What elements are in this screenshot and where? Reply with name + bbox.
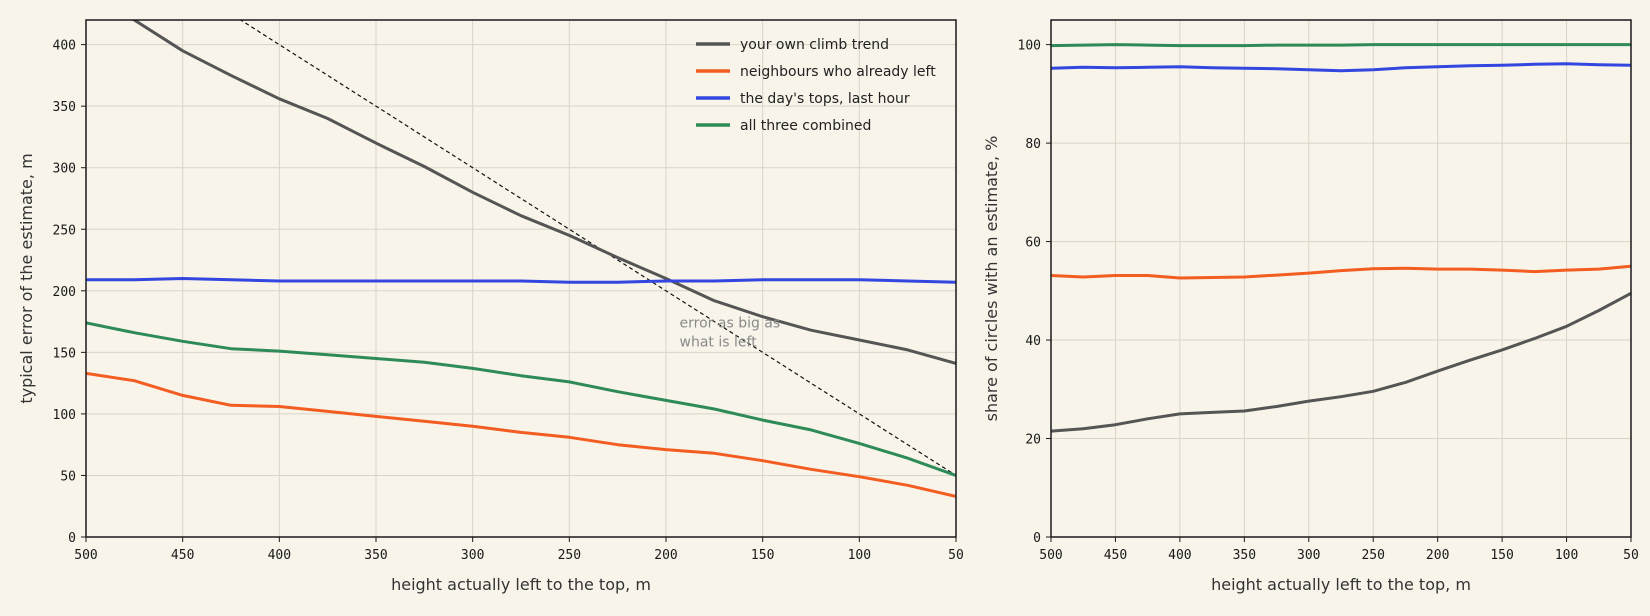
y-tick-label: 150	[53, 346, 76, 361]
legend-label-combined: all three combined	[740, 118, 871, 134]
annotation-line: what is left	[680, 335, 758, 351]
y-tick-label: 400	[53, 39, 76, 54]
coverage-chart-frame	[1050, 19, 1632, 538]
legend: your own climb trend neighbours who alrea…	[696, 37, 936, 134]
x-tick-label: 250	[1361, 548, 1384, 563]
series-line-own	[1051, 291, 1631, 433]
coverage-chart-panel: 500 450 400 350 300 250 200 150 100 5002040608010…	[982, 19, 1639, 594]
y-tick-label: 50	[60, 469, 76, 484]
coverage-chart-ticks: 500 450 400 350 300 250 200 150 100 5002040608010…	[1018, 39, 1639, 563]
x-tick-label: 300	[1297, 548, 1320, 563]
x-tick-label: 350	[1233, 548, 1256, 563]
series-line-tops	[1051, 62, 1631, 73]
y-tick-label: 350	[53, 100, 76, 115]
series-line-neighbours	[1051, 264, 1631, 280]
y-tick-label: 20	[1025, 433, 1041, 448]
series-line-neighbours	[86, 371, 956, 498]
y-tick-label: 100	[53, 408, 76, 423]
x-tick-label: 500	[74, 548, 97, 563]
y-tick-label: 0	[68, 531, 76, 546]
error-chart-x-label: height actually left to the top, m	[391, 575, 651, 594]
series-line-combined	[86, 321, 956, 477]
x-tick-label: 400	[1168, 548, 1191, 563]
x-tick-label: 100	[848, 548, 871, 563]
x-tick-label: 150	[1490, 548, 1513, 563]
coverage-chart-x-label: height actually left to the top, m	[1211, 575, 1471, 594]
x-tick-label: 200	[654, 548, 677, 563]
x-tick-label: 450	[1104, 548, 1127, 563]
x-tick-label: 150	[751, 548, 774, 563]
x-tick-label: 50	[1623, 548, 1639, 563]
legend-label-own: your own climb trend	[740, 37, 889, 53]
x-tick-label: 400	[268, 548, 291, 563]
x-tick-label: 50	[948, 548, 964, 563]
y-tick-label: 200	[53, 285, 76, 300]
x-tick-label: 350	[364, 548, 387, 563]
annotation-line: error as big as	[680, 316, 781, 332]
x-tick-label: 250	[558, 548, 581, 563]
reference-annotation: error as big as what is left	[680, 316, 781, 351]
y-tick-label: 100	[1018, 39, 1041, 54]
error-chart-panel: 500 450 400 350 300 250 200 150 100 5005010015020…	[17, 19, 964, 594]
series-line-tops	[86, 277, 956, 284]
coverage-chart-y-label: share of circles with an estimate, %	[982, 136, 1001, 422]
y-tick-label: 60	[1025, 236, 1041, 251]
x-tick-label: 100	[1555, 548, 1578, 563]
series-line-own	[130, 20, 956, 365]
y-tick-label: 300	[53, 162, 76, 177]
coverage-chart-series	[1051, 43, 1631, 433]
error-chart-series	[86, 20, 956, 498]
x-tick-label: 300	[461, 548, 484, 563]
x-tick-label: 200	[1426, 548, 1449, 563]
error-chart-ticks: 500 450 400 350 300 250 200 150 100 5005010015020…	[53, 39, 964, 563]
coverage-chart-grid	[1050, 20, 1632, 538]
y-tick-label: 40	[1025, 334, 1041, 349]
x-tick-label: 450	[171, 548, 194, 563]
series-line-combined	[1051, 43, 1631, 48]
y-tick-label: 250	[53, 223, 76, 238]
error-chart-y-label: typical error of the estimate, m	[17, 153, 36, 403]
x-tick-label: 500	[1039, 548, 1062, 563]
y-tick-label: 80	[1025, 137, 1041, 152]
y-tick-label: 0	[1033, 531, 1041, 546]
legend-label-neighbours: neighbours who already left	[740, 64, 936, 80]
error-chart-frame	[85, 19, 957, 538]
legend-label-tops: the day's tops, last hour	[740, 91, 910, 107]
